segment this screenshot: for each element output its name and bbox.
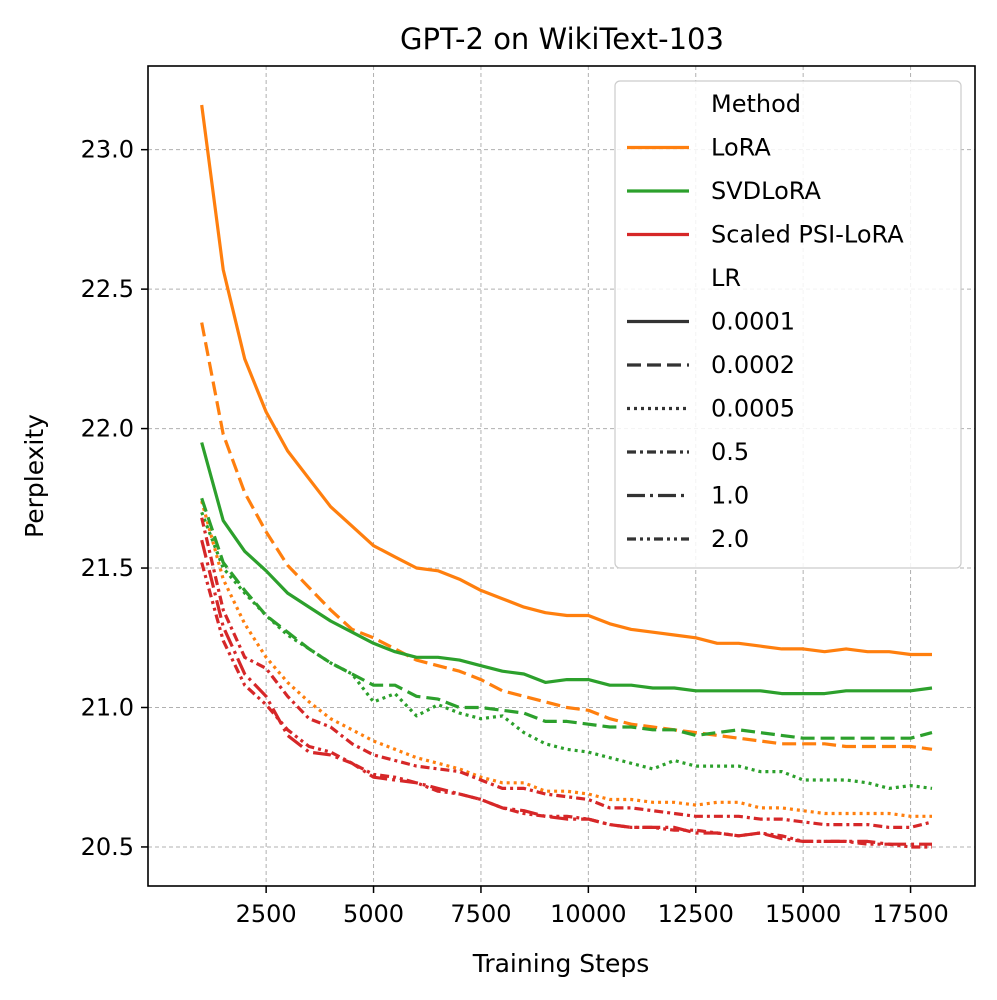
y-axis-ticks: 20.5 21.0 21.5 22.0 22.5 23.0 (81, 136, 148, 861)
series-line-0 (200, 104, 932, 657)
legend-title-lr: LR (711, 264, 741, 292)
legend-box (614, 80, 962, 569)
y-tick-label: 20.5 (81, 833, 134, 861)
x-tick-label: 17500 (872, 900, 948, 928)
x-tick-label: 2500 (236, 900, 297, 928)
x-tick-label: 15000 (765, 900, 841, 928)
legend-label-lr: 2.0 (711, 525, 749, 553)
series-line-8 (200, 562, 932, 849)
series-line-1 (200, 322, 933, 751)
series-group (200, 104, 933, 849)
series-line-4 (200, 497, 933, 740)
legend-label-lr: 0.0005 (711, 395, 795, 423)
series-line-3 (200, 442, 933, 696)
x-tick-label: 7500 (450, 900, 511, 928)
x-axis-label: Training Steps (472, 949, 650, 978)
legend-label-method: LoRA (711, 134, 771, 162)
legend-label-method: SVDLoRA (711, 177, 821, 205)
legend-label-lr: 1.0 (711, 482, 749, 510)
legend-label-lr: 0.5 (711, 438, 749, 466)
x-tick-label: 10000 (550, 900, 626, 928)
legend-label-method: Scaled PSI-LoRA (711, 221, 904, 249)
legend-title-method: Method (711, 90, 801, 118)
plot-frame (147, 65, 976, 887)
legend-label-lr: 0.0001 (711, 308, 795, 336)
y-tick-label: 22.0 (81, 415, 134, 443)
y-tick-label: 23.0 (81, 136, 134, 164)
y-tick-label: 21.5 (81, 554, 134, 582)
x-axis-ticks: 2500 5000 7500 10000 12500 15000 17500 (236, 886, 949, 928)
legend: Method LoRA SVDLoRA Scaled PSI-LoRA LR 0.0001… (614, 80, 962, 569)
x-tick-label: 12500 (658, 900, 734, 928)
y-tick-label: 21.0 (81, 693, 134, 721)
y-tick-label: 22.5 (81, 275, 134, 303)
x-tick-label: 5000 (343, 900, 404, 928)
chart-title: GPT-2 on WikiText-103 (400, 22, 724, 56)
legend-label-lr: 0.0002 (711, 351, 795, 379)
y-axis-label: Perplexity (20, 414, 49, 538)
